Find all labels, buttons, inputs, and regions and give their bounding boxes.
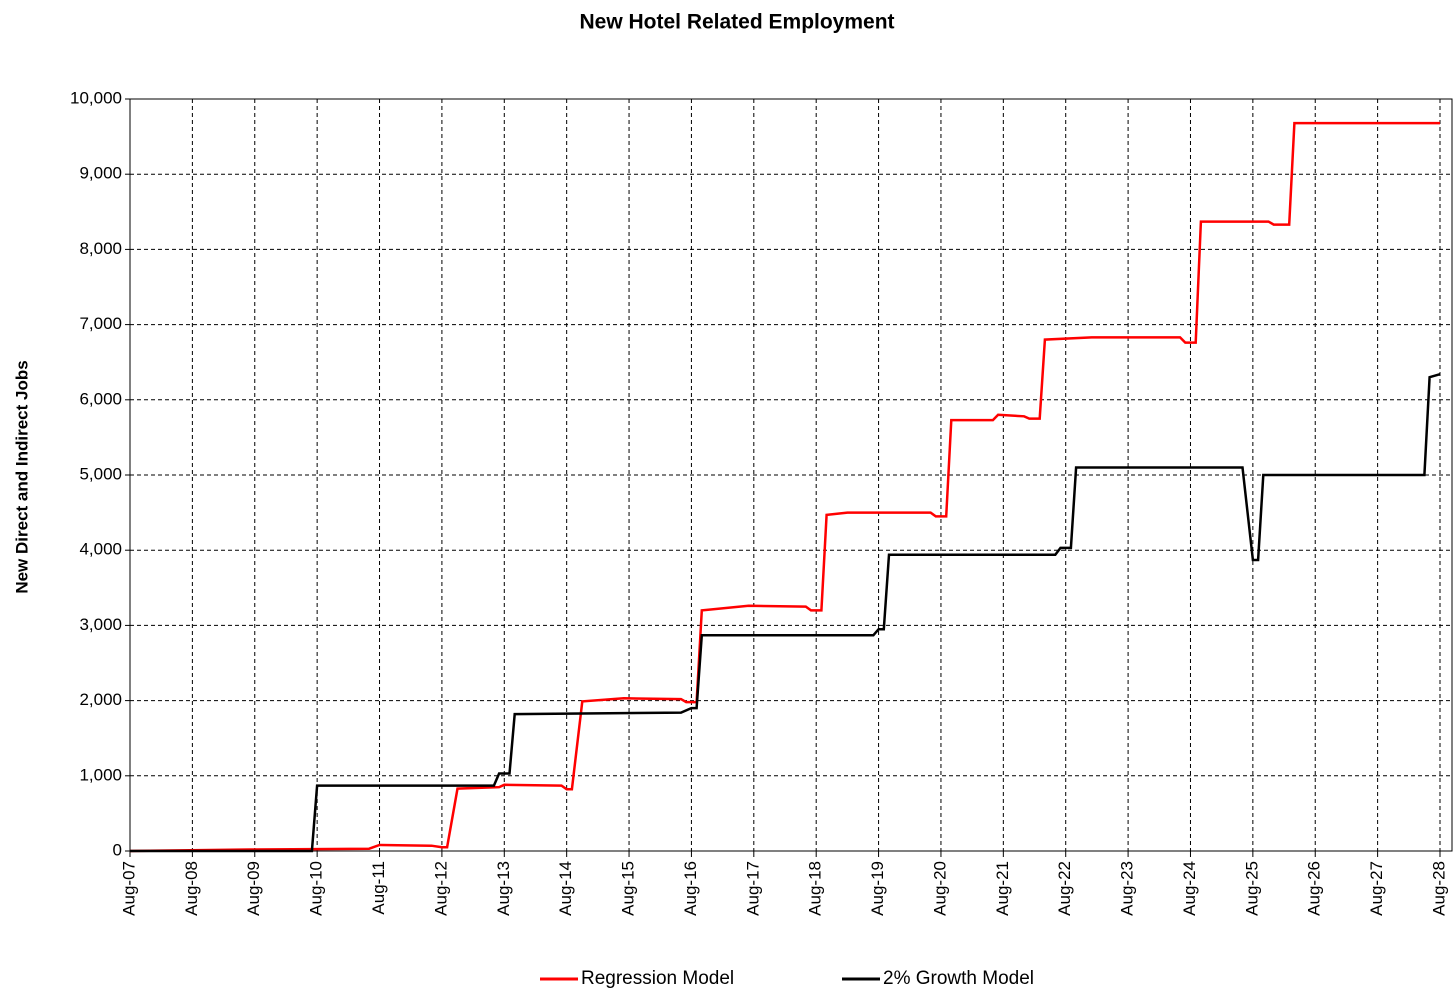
y-tick-label: 4,000: [79, 540, 122, 559]
x-tick-label: Aug-22: [1055, 861, 1074, 916]
y-tick-label: 1,000: [79, 765, 122, 784]
x-tick-label: Aug-07: [119, 861, 138, 916]
x-tick-label: Aug-27: [1367, 861, 1386, 916]
y-tick-label: 7,000: [79, 314, 122, 333]
y-tick-label: 10,000: [70, 88, 122, 107]
chart-title: New Hotel Related Employment: [579, 11, 894, 34]
y-tick-label: 6,000: [79, 389, 122, 408]
y-axis-title: New Direct and Indirect Jobs: [12, 360, 31, 593]
y-tick-label: 5,000: [79, 464, 122, 483]
y-tick-label: 3,000: [79, 615, 122, 634]
x-tick-label: Aug-20: [930, 861, 949, 916]
legend-label: Regression Model: [581, 968, 734, 989]
x-tick-label: Aug-19: [868, 861, 887, 916]
x-tick-label: Aug-13: [494, 861, 513, 916]
x-tick-label: Aug-09: [244, 861, 263, 916]
x-tick-label: Aug-15: [619, 861, 638, 916]
x-tick-label: Aug-17: [743, 861, 762, 916]
legend-label: 2% Growth Model: [883, 968, 1034, 989]
y-tick-label: 8,000: [79, 239, 122, 258]
x-tick-label: Aug-18: [806, 861, 825, 916]
series-line: [129, 121, 1440, 853]
y-tick-label: 2,000: [79, 690, 122, 709]
x-tick-label: Aug-12: [431, 861, 450, 916]
x-tick-label: Aug-10: [307, 861, 326, 916]
x-tick-label: Aug-23: [1118, 861, 1137, 916]
y-tick-label: 0: [113, 840, 122, 859]
series-line: [130, 372, 1441, 853]
y-tick-label: 9,000: [79, 164, 122, 183]
x-tick-label: Aug-11: [369, 861, 388, 915]
x-tick-label: Aug-24: [1180, 861, 1199, 916]
x-tick-label: Aug-26: [1305, 861, 1324, 916]
x-tick-label: Aug-14: [556, 861, 575, 916]
x-tick-label: Aug-28: [1429, 861, 1448, 916]
x-tick-label: Aug-21: [993, 861, 1012, 916]
x-tick-label: Aug-25: [1242, 861, 1261, 916]
x-tick-label: Aug-08: [182, 861, 201, 916]
x-tick-label: Aug-16: [681, 861, 700, 916]
